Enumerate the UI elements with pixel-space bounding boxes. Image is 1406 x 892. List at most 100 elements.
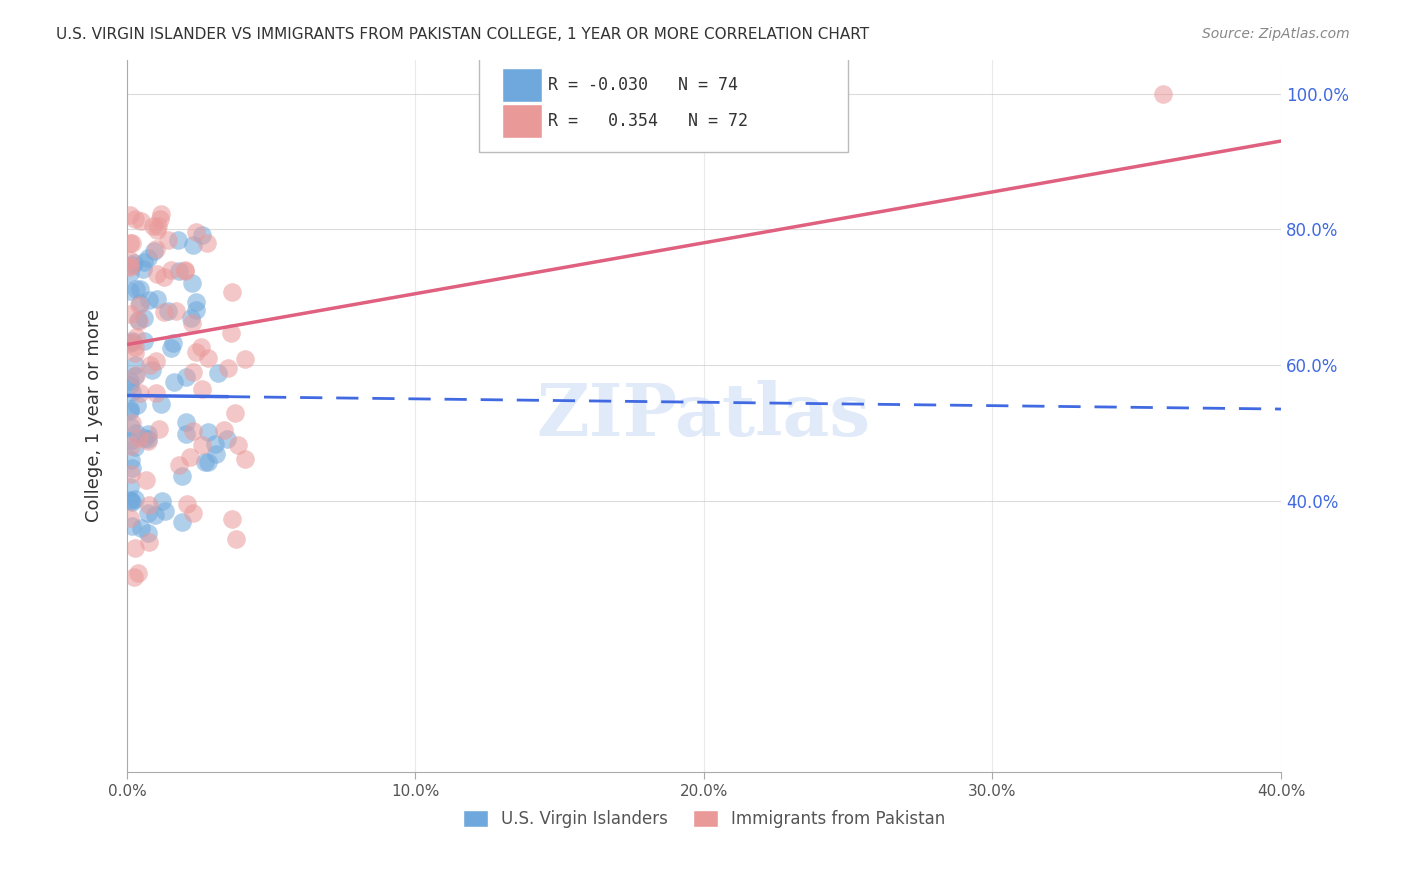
- Immigrants from Pakistan: [120, 439, 142, 453]
- Immigrants from Pakistan: [157, 233, 180, 247]
- U.S. Virgin Islanders: [129, 521, 152, 535]
- Text: U.S. VIRGIN ISLANDER VS IMMIGRANTS FROM PAKISTAN COLLEGE, 1 YEAR OR MORE CORRELA: U.S. VIRGIN ISLANDER VS IMMIGRANTS FROM …: [56, 27, 869, 42]
- FancyBboxPatch shape: [479, 53, 848, 153]
- U.S. Virgin Islanders: [120, 493, 142, 508]
- Immigrants from Pakistan: [224, 406, 246, 420]
- U.S. Virgin Islanders: [184, 294, 207, 309]
- Point: [1152, 87, 1174, 101]
- Y-axis label: College, 1 year or more: College, 1 year or more: [86, 310, 103, 523]
- U.S. Virgin Islanders: [197, 425, 219, 440]
- Immigrants from Pakistan: [145, 385, 167, 400]
- Immigrants from Pakistan: [128, 314, 150, 328]
- Immigrants from Pakistan: [174, 263, 197, 277]
- U.S. Virgin Islanders: [118, 284, 141, 298]
- U.S. Virgin Islanders: [163, 375, 186, 389]
- U.S. Virgin Islanders: [170, 515, 193, 529]
- U.S. Virgin Islanders: [181, 237, 204, 252]
- U.S. Virgin Islanders: [121, 384, 143, 399]
- U.S. Virgin Islanders: [118, 492, 141, 507]
- Immigrants from Pakistan: [146, 222, 169, 236]
- Immigrants from Pakistan: [125, 329, 148, 343]
- FancyBboxPatch shape: [502, 68, 543, 103]
- U.S. Virgin Islanders: [121, 519, 143, 533]
- Immigrants from Pakistan: [165, 303, 187, 318]
- Immigrants from Pakistan: [233, 451, 256, 466]
- Immigrants from Pakistan: [118, 235, 141, 250]
- U.S. Virgin Islanders: [125, 425, 148, 440]
- Immigrants from Pakistan: [148, 422, 170, 436]
- U.S. Virgin Islanders: [142, 244, 165, 258]
- Immigrants from Pakistan: [181, 425, 204, 439]
- Immigrants from Pakistan: [221, 285, 243, 299]
- Immigrants from Pakistan: [128, 431, 150, 445]
- U.S. Virgin Islanders: [127, 313, 149, 327]
- U.S. Virgin Islanders: [118, 374, 141, 388]
- Immigrants from Pakistan: [145, 267, 167, 281]
- U.S. Virgin Islanders: [167, 233, 190, 247]
- Immigrants from Pakistan: [142, 219, 165, 234]
- U.S. Virgin Islanders: [172, 469, 194, 483]
- Immigrants from Pakistan: [124, 541, 146, 555]
- U.S. Virgin Islanders: [190, 228, 212, 243]
- Immigrants from Pakistan: [174, 262, 197, 277]
- U.S. Virgin Islanders: [127, 398, 149, 412]
- Immigrants from Pakistan: [190, 382, 212, 396]
- U.S. Virgin Islanders: [132, 334, 155, 348]
- Immigrants from Pakistan: [120, 467, 142, 481]
- Immigrants from Pakistan: [183, 365, 205, 379]
- U.S. Virgin Islanders: [122, 256, 145, 270]
- U.S. Virgin Islanders: [204, 437, 226, 451]
- Immigrants from Pakistan: [217, 360, 239, 375]
- U.S. Virgin Islanders: [121, 495, 143, 509]
- Immigrants from Pakistan: [124, 212, 146, 227]
- U.S. Virgin Islanders: [118, 404, 141, 418]
- U.S. Virgin Islanders: [138, 293, 160, 307]
- Immigrants from Pakistan: [124, 368, 146, 382]
- U.S. Virgin Islanders: [118, 266, 141, 280]
- U.S. Virgin Islanders: [120, 453, 142, 467]
- Immigrants from Pakistan: [121, 335, 143, 350]
- U.S. Virgin Islanders: [217, 432, 239, 446]
- Immigrants from Pakistan: [176, 497, 198, 511]
- Immigrants from Pakistan: [139, 358, 162, 372]
- Immigrants from Pakistan: [138, 535, 160, 549]
- U.S. Virgin Islanders: [180, 311, 202, 326]
- Text: R = -0.030   N = 74: R = -0.030 N = 74: [548, 76, 738, 95]
- Immigrants from Pakistan: [124, 340, 146, 354]
- U.S. Virgin Islanders: [124, 282, 146, 296]
- Immigrants from Pakistan: [124, 570, 146, 584]
- U.S. Virgin Islanders: [129, 296, 152, 310]
- U.S. Virgin Islanders: [167, 263, 190, 277]
- Immigrants from Pakistan: [129, 386, 152, 401]
- U.S. Virgin Islanders: [132, 310, 155, 325]
- Immigrants from Pakistan: [118, 208, 141, 222]
- Immigrants from Pakistan: [190, 340, 212, 354]
- U.S. Virgin Islanders: [159, 341, 181, 355]
- Immigrants from Pakistan: [148, 212, 170, 227]
- U.S. Virgin Islanders: [118, 401, 141, 416]
- U.S. Virgin Islanders: [136, 526, 159, 541]
- Immigrants from Pakistan: [195, 235, 218, 250]
- Immigrants from Pakistan: [145, 242, 167, 256]
- U.S. Virgin Islanders: [124, 492, 146, 507]
- Immigrants from Pakistan: [184, 345, 207, 359]
- Immigrants from Pakistan: [146, 219, 169, 234]
- Immigrants from Pakistan: [197, 351, 219, 366]
- Immigrants from Pakistan: [233, 351, 256, 366]
- Immigrants from Pakistan: [118, 308, 141, 322]
- U.S. Virgin Islanders: [121, 258, 143, 272]
- U.S. Virgin Islanders: [136, 506, 159, 520]
- U.S. Virgin Islanders: [150, 397, 173, 411]
- U.S. Virgin Islanders: [162, 336, 184, 351]
- U.S. Virgin Islanders: [118, 335, 141, 350]
- U.S. Virgin Islanders: [174, 370, 197, 384]
- U.S. Virgin Islanders: [120, 419, 142, 434]
- FancyBboxPatch shape: [502, 103, 543, 138]
- Immigrants from Pakistan: [228, 438, 250, 452]
- U.S. Virgin Islanders: [120, 378, 142, 392]
- Immigrants from Pakistan: [181, 316, 204, 330]
- U.S. Virgin Islanders: [124, 369, 146, 384]
- Immigrants from Pakistan: [128, 298, 150, 312]
- Text: ZIPatlas: ZIPatlas: [537, 380, 870, 451]
- Immigrants from Pakistan: [159, 263, 181, 277]
